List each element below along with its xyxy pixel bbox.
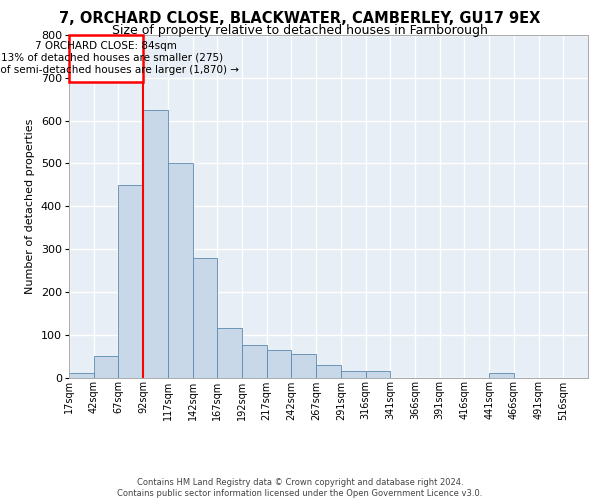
Text: 87% of semi-detached houses are larger (1,870) →: 87% of semi-detached houses are larger (…: [0, 65, 239, 75]
Bar: [69, 35, 143, 82]
Bar: [242, 346, 267, 378]
Bar: [94, 356, 118, 378]
Text: 7, ORCHARD CLOSE, BLACKWATER, CAMBERLEY, GU17 9EX: 7, ORCHARD CLOSE, BLACKWATER, CAMBERLEY,…: [59, 11, 541, 26]
Bar: [143, 110, 168, 378]
Bar: [316, 364, 341, 378]
Text: ← 13% of detached houses are smaller (275): ← 13% of detached houses are smaller (27…: [0, 52, 223, 62]
Bar: [69, 373, 94, 378]
Bar: [168, 164, 193, 378]
Bar: [267, 350, 292, 378]
Bar: [193, 258, 217, 378]
Bar: [118, 185, 143, 378]
Y-axis label: Number of detached properties: Number of detached properties: [25, 118, 35, 294]
Bar: [217, 328, 242, 378]
Bar: [341, 371, 365, 378]
Text: Contains HM Land Registry data © Crown copyright and database right 2024.
Contai: Contains HM Land Registry data © Crown c…: [118, 478, 482, 498]
Bar: [292, 354, 316, 378]
Text: 7 ORCHARD CLOSE: 84sqm: 7 ORCHARD CLOSE: 84sqm: [35, 40, 177, 50]
Bar: [365, 371, 390, 378]
Text: Size of property relative to detached houses in Farnborough: Size of property relative to detached ho…: [112, 24, 488, 37]
Bar: [489, 373, 514, 378]
